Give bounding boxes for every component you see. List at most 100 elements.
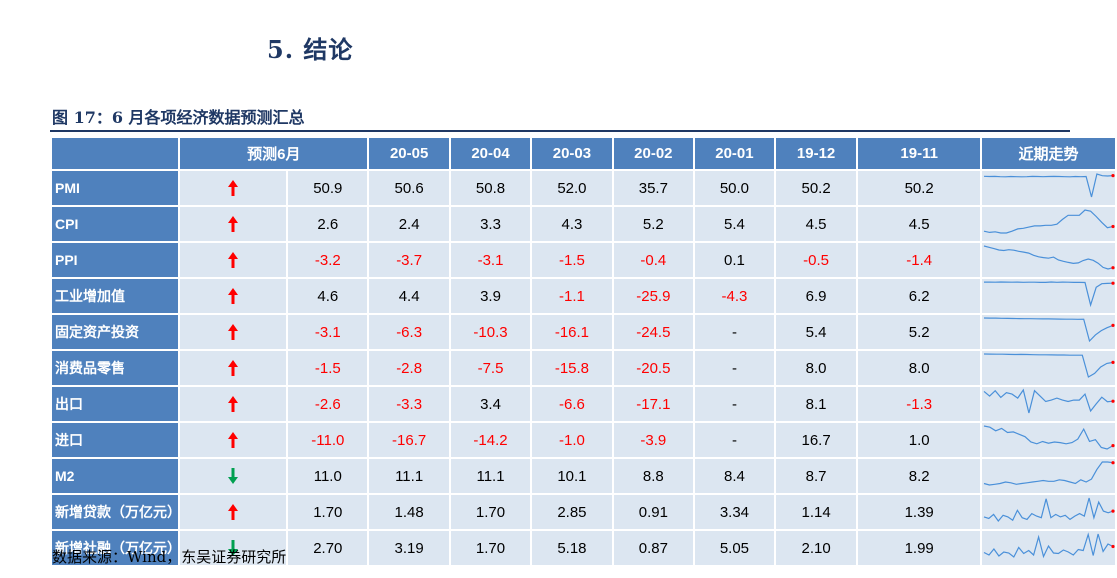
sparkline-chart [983, 461, 1115, 486]
data-source: 数据来源：Wind，东吴证券研究所 [52, 548, 287, 566]
sparkline-last-point [1111, 266, 1115, 270]
table-row: PMI 50.9 50.6 50.8 52.0 35.7 50.0 50.2 50.2 [49, 169, 1117, 207]
value-cell: 1.70 [448, 493, 533, 531]
sparkline-line [984, 281, 1114, 308]
trend-arrow-cell [178, 385, 289, 423]
trend-arrow-cell [178, 205, 289, 243]
arrow-up-icon [228, 431, 239, 448]
value-cell: 52.0 [530, 169, 614, 207]
sparkline-cell [980, 421, 1117, 459]
table-row: 消费品零售 -1.5 -2.8 -7.5 -15.8 -20.5-8.0 8.0 [49, 349, 1117, 387]
figure-title-rule [50, 130, 1070, 132]
value-cell: 1.14 [773, 493, 859, 531]
sparkline-last-point [1111, 224, 1115, 229]
row-label: PMI [49, 169, 181, 207]
sparkline-cell [980, 277, 1117, 315]
sparkline-last-point [1111, 281, 1115, 285]
sparkline-last-point [1111, 360, 1115, 364]
table-row: 工业增加值 4.6 4.4 3.9 -1.1 -25.9 -4.3 6.9 6.2 [49, 277, 1117, 315]
value-cell: 35.7 [611, 169, 696, 207]
value-cell: 4.4 [367, 277, 451, 315]
row-label: 进口 [49, 421, 181, 459]
value-cell: -6.3 [367, 313, 451, 351]
sparkline-chart [984, 281, 1115, 308]
value-cell: 50.8 [448, 169, 533, 207]
value-cell: 0.91 [611, 493, 696, 531]
value-cell: 50.2 [773, 169, 859, 207]
forecast-value: -11.0 [286, 421, 370, 459]
value-cell: 50.0 [693, 169, 776, 207]
sparkline-line [983, 209, 1114, 234]
header-forecast: 预测6月 [178, 136, 370, 171]
forecast-value: 2.6 [286, 205, 370, 243]
value-cell: -4.3 [693, 277, 776, 315]
value-cell: -16.1 [530, 313, 614, 351]
value-cell: 3.19 [367, 529, 451, 567]
table-row: 进口 -11.0 -16.7 -14.2 -1.0 -3.9-16.7 1.0 [49, 421, 1117, 459]
trend-arrow-cell [178, 349, 289, 387]
header-col: 20-02 [611, 136, 696, 171]
value-cell: 8.1 [773, 385, 859, 423]
sparkline-chart [983, 425, 1115, 450]
value-cell: 4.5 [856, 205, 982, 243]
sparkline-line [983, 497, 1114, 522]
row-label: 消费品零售 [49, 349, 181, 387]
forecast-value: 11.0 [286, 457, 370, 495]
header-col: 20-01 [693, 136, 776, 171]
sparkline-last-point [1111, 544, 1115, 549]
value-cell: -20.5 [611, 349, 696, 387]
value-cell: 16.7 [773, 421, 859, 459]
arrow-up-icon [228, 251, 239, 268]
value-cell: 5.4 [693, 205, 776, 243]
value-cell: 50.2 [856, 169, 982, 207]
value-cell: 6.9 [773, 277, 859, 315]
value-cell: 1.39 [856, 493, 982, 531]
value-cell: -6.6 [530, 385, 614, 423]
value-cell: -3.9 [611, 421, 696, 459]
value-cell: 4.5 [773, 205, 859, 243]
value-cell: 5.05 [693, 529, 776, 567]
trend-arrow-cell [178, 457, 289, 495]
header-corner [49, 136, 181, 171]
value-cell: 8.8 [611, 457, 696, 495]
figure-title: 图 17：6 月各项经济数据预测汇总 [52, 108, 305, 127]
sparkline-cell [980, 205, 1117, 243]
value-cell: 5.4 [773, 313, 859, 351]
value-cell: 1.0 [856, 421, 982, 459]
sparkline-cell [980, 313, 1117, 351]
trend-arrow-cell [178, 169, 289, 207]
forecast-value: 50.9 [286, 169, 370, 207]
sparkline-cell [980, 529, 1117, 567]
forecast-value: 4.6 [286, 277, 370, 315]
sparkline-last-point [1111, 174, 1115, 178]
value-cell: -10.3 [448, 313, 533, 351]
table-row: 新增贷款（万亿元） 1.70 1.48 1.70 2.85 0.91 3.34 1.14 1.3… [49, 493, 1117, 531]
sparkline-last-point [1111, 399, 1115, 403]
value-cell: - [693, 349, 776, 387]
sparkline-chart [983, 497, 1115, 522]
value-cell: 2.4 [367, 205, 451, 243]
value-cell: -3.3 [367, 385, 451, 423]
arrow-down-icon [228, 539, 239, 556]
sparkline-line [983, 388, 1114, 414]
trend-arrow-cell [178, 313, 289, 351]
forecast-value: 2.70 [286, 529, 370, 567]
sparkline-last-point [1111, 323, 1115, 327]
value-cell: 2.10 [773, 529, 859, 567]
arrow-up-icon [228, 287, 239, 304]
value-cell: -24.5 [611, 313, 696, 351]
value-cell: 11.1 [448, 457, 533, 495]
value-cell: -16.7 [367, 421, 451, 459]
header-col: 19-11 [856, 136, 982, 171]
value-cell: 8.0 [773, 349, 859, 387]
value-cell: 10.1 [530, 457, 614, 495]
arrow-up-icon [228, 179, 239, 196]
trend-arrow-cell [178, 529, 289, 567]
sparkline-line [983, 317, 1114, 343]
header-col: 19-12 [773, 136, 859, 171]
value-cell: 50.6 [367, 169, 451, 207]
sparkline-cell [980, 241, 1117, 279]
value-cell: 5.2 [856, 313, 982, 351]
row-label: 新增社融（万亿元） [49, 529, 181, 567]
forecast-value: -1.5 [286, 349, 370, 387]
